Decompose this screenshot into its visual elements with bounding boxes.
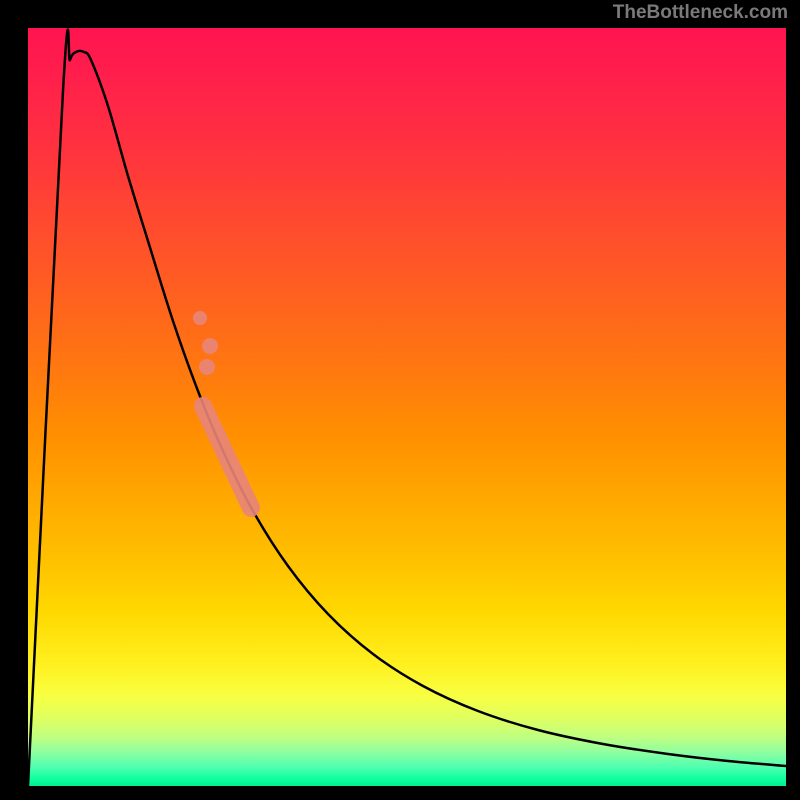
- marker-group: [193, 311, 251, 508]
- marker-dot: [193, 311, 207, 325]
- curve-svg: [28, 28, 786, 786]
- marker-worm: [203, 406, 251, 508]
- chart-container: TheBottleneck.com: [0, 0, 800, 800]
- marker-dot: [199, 359, 215, 375]
- bottleneck-curve: [28, 30, 786, 786]
- plot-area: [28, 28, 786, 786]
- watermark-text: TheBottleneck.com: [613, 2, 788, 24]
- marker-dot: [202, 338, 218, 354]
